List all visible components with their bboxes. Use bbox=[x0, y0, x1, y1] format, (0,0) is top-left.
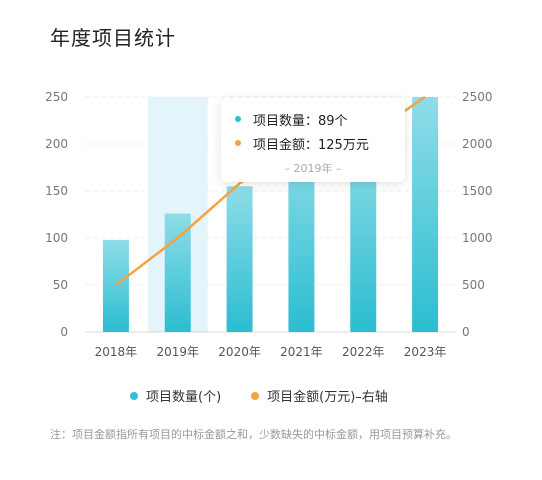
tooltip-count-dot-icon bbox=[235, 116, 241, 122]
legend-item-amount[interactable]: 项目金额(万元)–右轴 bbox=[251, 386, 388, 405]
footnote: 注：项目金额指所有项目的中标金额之和，少数缺失的中标金额，用项目预算补充。 bbox=[50, 428, 457, 441]
y-left-tick-label: 250 bbox=[45, 90, 68, 104]
y-left-tick-label: 50 bbox=[53, 278, 68, 292]
y-left-tick-label: 150 bbox=[45, 184, 68, 198]
legend-amount-label: 项目金额(万元)–右轴 bbox=[267, 390, 388, 405]
chart-legend: 项目数量(个) 项目金额(万元)–右轴 bbox=[130, 386, 418, 405]
y-right-tick-label: 2000 bbox=[462, 137, 493, 151]
bar bbox=[288, 144, 315, 332]
x-tick-label: 2021年 bbox=[280, 345, 323, 359]
y-right-tick-label: 1000 bbox=[462, 231, 493, 245]
legend-amount-dot-icon bbox=[251, 391, 260, 400]
x-tick-label: 2018年 bbox=[95, 345, 138, 359]
bar-line-chart: 0 0 50 500 100 1000 150 1500 200 2000 250 2500 2018年… bbox=[45, 90, 493, 359]
tooltip-amount-dot-icon bbox=[235, 140, 241, 146]
chart-tooltip: 项目数量：89个 项目金额：125万元 – 2019年 – bbox=[221, 98, 405, 182]
bar bbox=[102, 239, 129, 332]
y-left-tick-label: 0 bbox=[60, 325, 68, 339]
bar bbox=[412, 97, 439, 332]
x-tick-label: 2020年 bbox=[218, 345, 261, 359]
y-left-tick-label: 200 bbox=[45, 137, 68, 151]
x-tick-label: 2019年 bbox=[156, 345, 199, 359]
bar bbox=[226, 186, 253, 332]
tooltip-footer: – 2019年 – bbox=[284, 162, 342, 175]
page-title: 年度项目统计 bbox=[50, 26, 176, 50]
y-right-tick-label: 1500 bbox=[462, 184, 493, 198]
legend-count-label: 项目数量(个) bbox=[146, 390, 222, 405]
y-right-tick-label: 500 bbox=[462, 278, 485, 292]
x-tick-label: 2022年 bbox=[342, 345, 385, 359]
tooltip-amount: 项目金额：125万元 bbox=[253, 137, 369, 153]
y-right-tick-label: 0 bbox=[462, 325, 470, 339]
y-left-tick-label: 100 bbox=[45, 231, 68, 245]
x-tick-label: 2023年 bbox=[404, 345, 447, 359]
legend-count-dot-icon bbox=[130, 391, 138, 400]
legend-item-count[interactable]: 项目数量(个) bbox=[130, 386, 221, 405]
tooltip-count: 项目数量：89个 bbox=[253, 113, 348, 129]
y-right-tick-label: 2500 bbox=[462, 90, 493, 104]
bar bbox=[350, 139, 377, 332]
